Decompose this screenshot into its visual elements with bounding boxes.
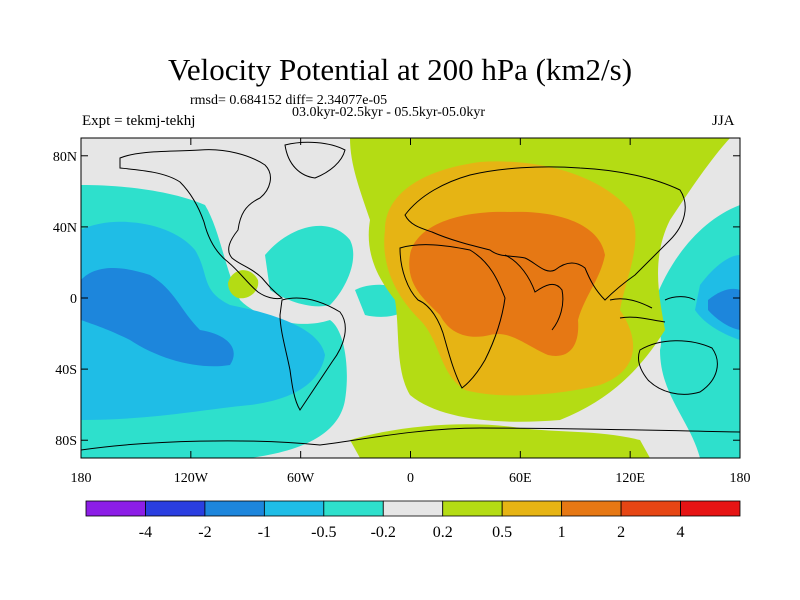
contour-neg-mid-pacific — [81, 221, 325, 420]
colorbar-label: -0.2 — [371, 524, 396, 541]
colorbar-swatch — [620, 500, 681, 517]
coast-north-america — [119, 149, 284, 300]
colorbar: -4 -2 -1 -0.5 -0.2 0.2 0.5 1 2 4 — [85, 500, 741, 541]
lon-tick-label: 120E — [615, 471, 645, 486]
colorbar-label: -4 — [139, 524, 152, 541]
colorbar-label: -2 — [198, 524, 211, 541]
lon-tick-label: 180 — [71, 471, 92, 486]
season-label: JJA — [712, 113, 735, 129]
contour-neg-strong-pacific — [81, 268, 234, 367]
colorbar-label: -1 — [258, 524, 271, 541]
coast-europe-asia — [404, 166, 686, 301]
lat-tick-label: 0 — [70, 292, 77, 307]
lon-tick-label: 180 — [730, 471, 751, 486]
colorbar-swatch — [263, 500, 325, 517]
lon-tick-label: 60E — [509, 471, 532, 486]
lat-tick-label: 80S — [55, 434, 77, 449]
contour-pos-weak-south — [350, 424, 650, 458]
period-label: 03.0kyr-02.5kyr - 05.5kyr-05.0kyr — [292, 105, 486, 120]
contour-field — [81, 138, 740, 458]
colorbar-swatch — [145, 500, 206, 517]
colorbar-swatch — [85, 500, 146, 517]
colorbar-swatch — [561, 500, 622, 517]
colorbar-label: 2 — [617, 524, 625, 541]
colorbar-swatch — [680, 500, 741, 517]
coast-indonesia — [609, 296, 696, 323]
rmsd-diff-label: rmsd= 0.684152 diff= 2.34077e-05 — [190, 93, 388, 108]
contour-neg-weak-atlantic — [265, 225, 354, 307]
coast-antarctica — [81, 427, 740, 451]
coast-south-america — [279, 297, 346, 411]
colorbar-label: 1 — [558, 524, 566, 541]
colorbar-swatch — [323, 500, 384, 517]
lat-tick-label: 40N — [53, 221, 77, 236]
plot-title: Velocity Potential at 200 hPa (km2/s) — [167, 52, 633, 87]
coast-africa — [399, 244, 506, 389]
lat-tick-label: 80N — [53, 150, 77, 165]
coast-greenland — [284, 141, 346, 179]
contour-neg-strong-westpac — [708, 288, 740, 330]
colorbar-label: 4 — [677, 524, 685, 541]
coastlines — [81, 141, 740, 451]
coast-australia — [637, 340, 718, 395]
experiment-label: Expt = tekmj-tekhj — [82, 113, 196, 129]
coast-arabia-india — [504, 254, 564, 331]
colorbar-swatch — [382, 500, 444, 517]
colorbar-swatch — [442, 500, 503, 517]
longitude-axis: 180 120W 60W 0 60E 120E 180 — [71, 138, 751, 486]
colorbar-label: 0.5 — [492, 524, 512, 541]
latitude-axis: 80N 40N 0 40S 80S — [53, 150, 740, 449]
lon-tick-label: 0 — [407, 471, 414, 486]
colorbar-label: 0.2 — [433, 524, 453, 541]
lat-tick-label: 40S — [55, 363, 77, 378]
lon-tick-label: 60W — [287, 471, 315, 486]
colorbar-swatch — [501, 500, 563, 517]
colorbar-swatch — [204, 500, 265, 517]
contour-pos-weak-caribbean — [228, 270, 259, 299]
lon-tick-label: 120W — [174, 471, 209, 486]
colorbar-label: -0.5 — [311, 524, 336, 541]
